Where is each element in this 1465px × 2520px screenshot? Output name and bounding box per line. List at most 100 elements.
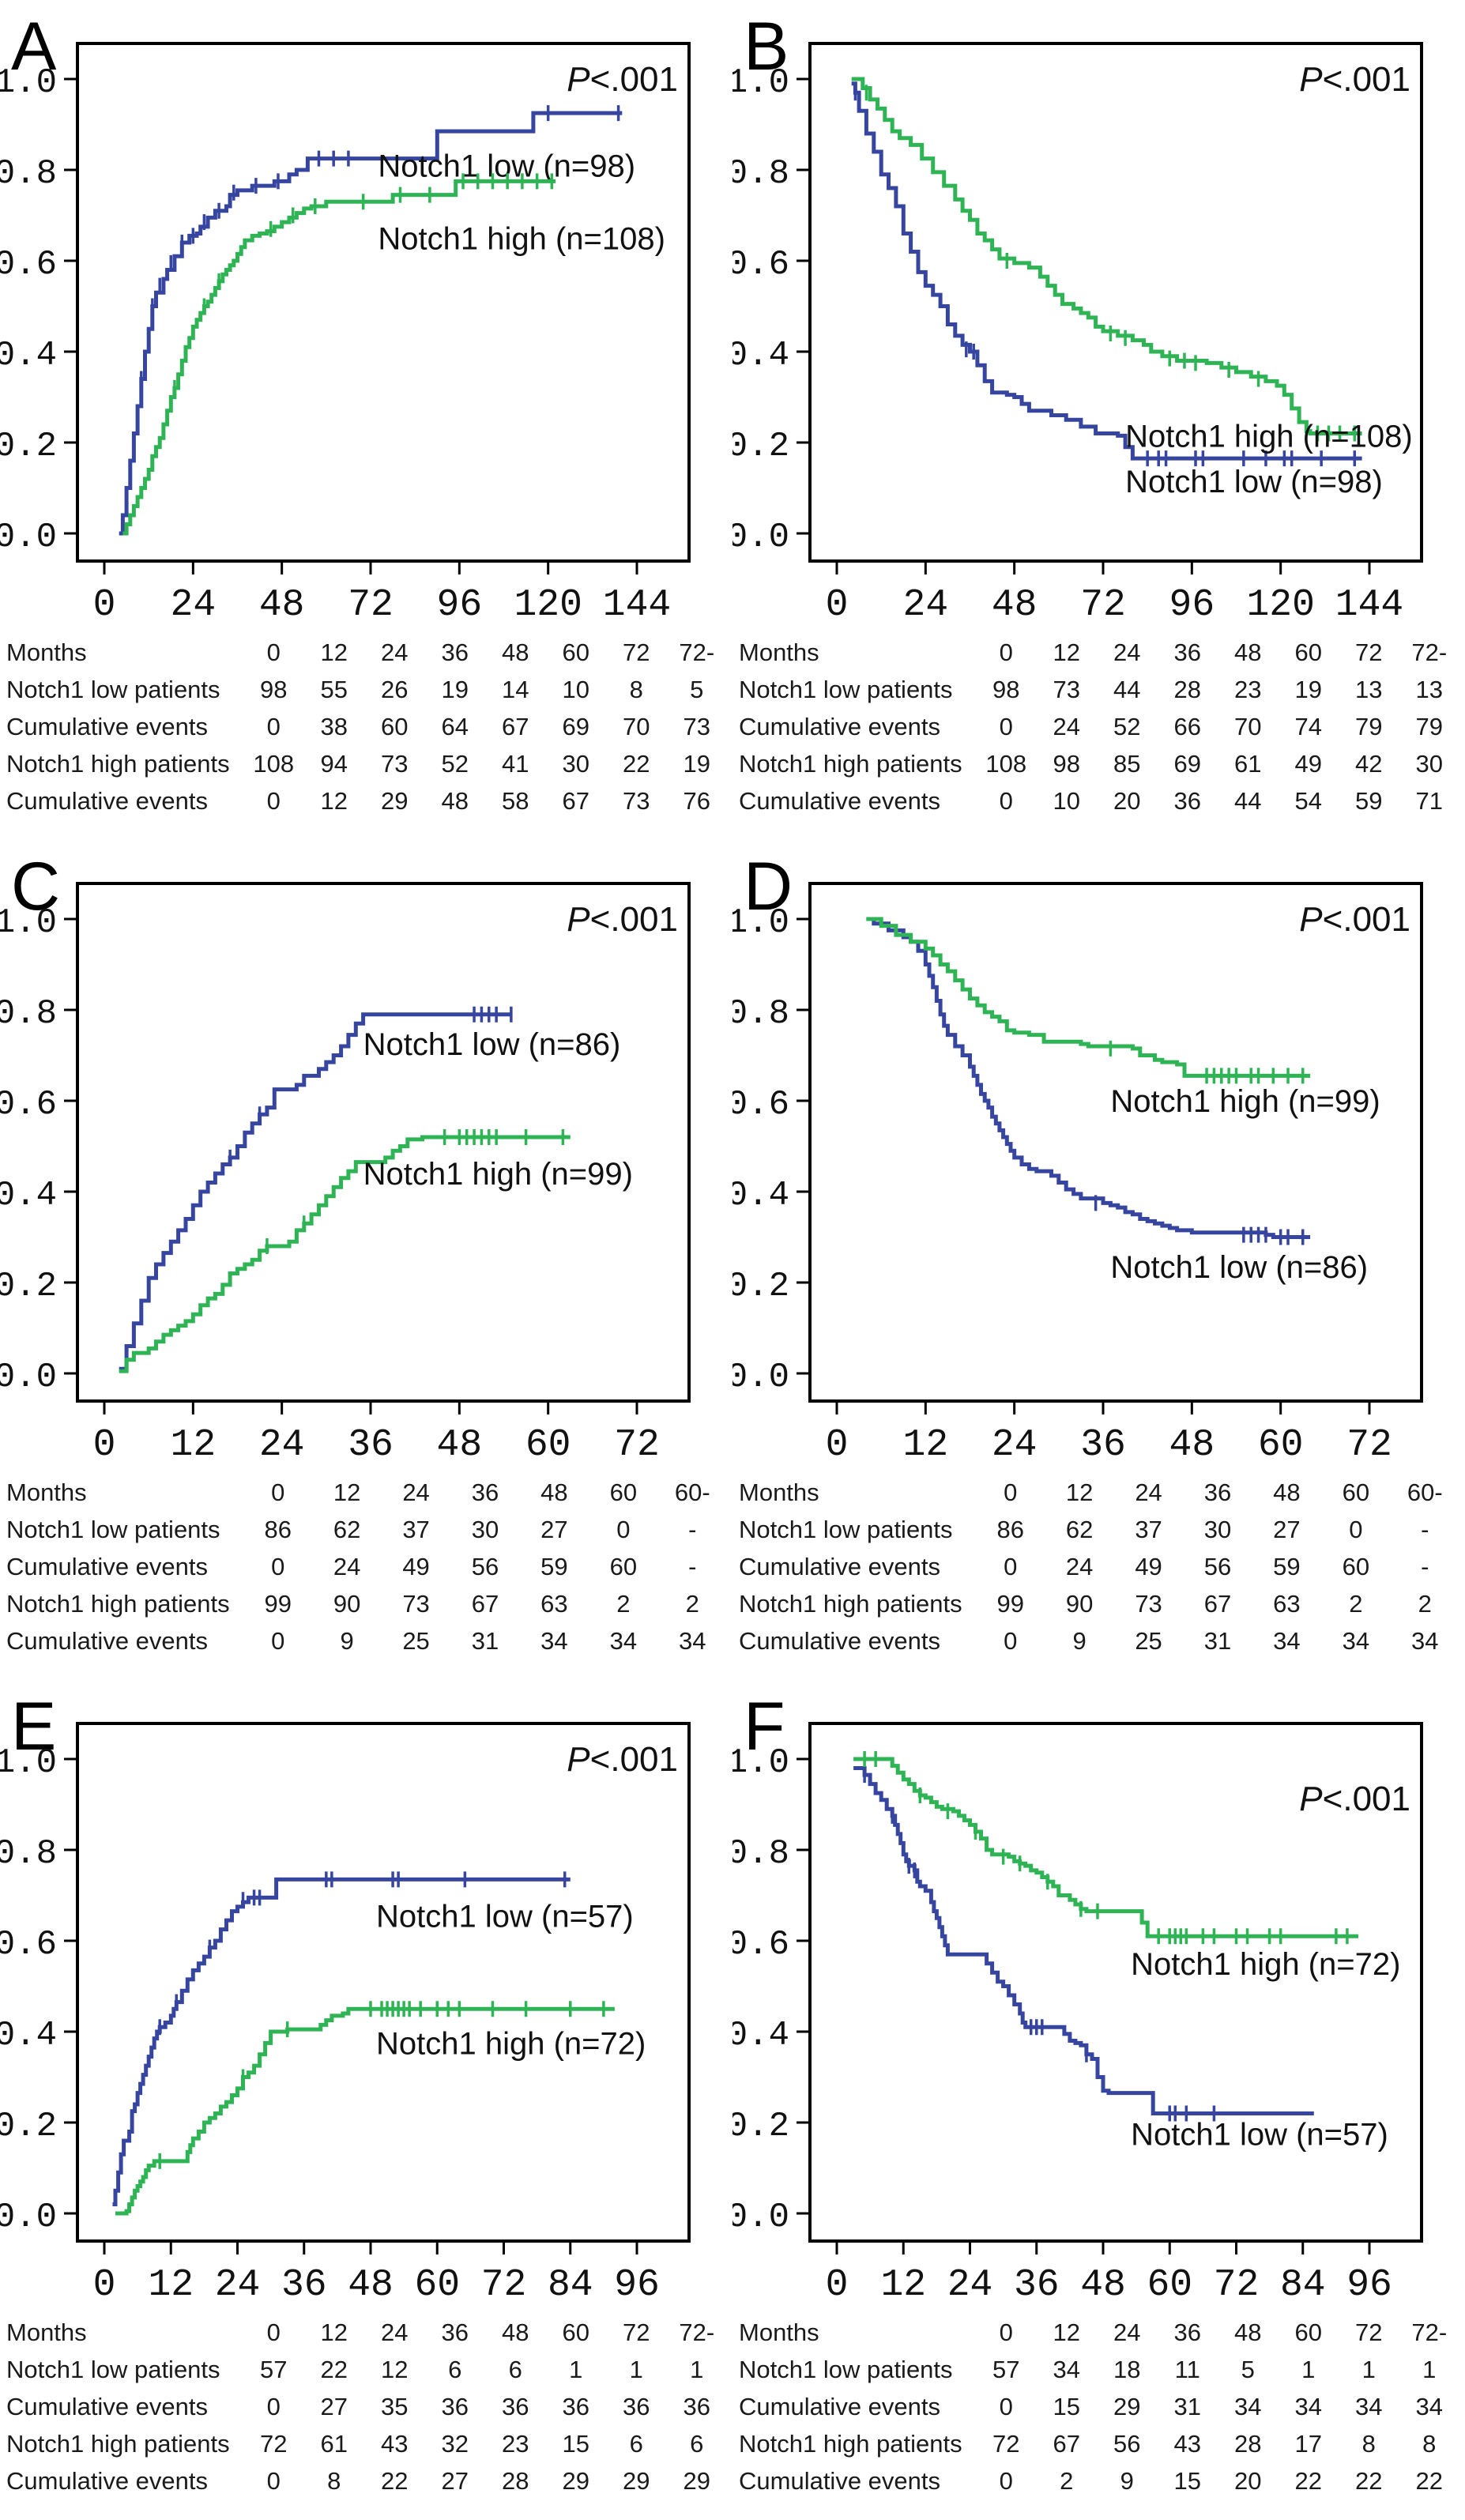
risk-table-cell: 49 — [402, 1552, 430, 1580]
risk-table-cell: 1 — [629, 2355, 643, 2383]
y-tick-label: 0.6 — [732, 1925, 789, 1964]
risk-table-cell: 59 — [540, 1552, 568, 1580]
risk-table-cell: 86 — [996, 1515, 1024, 1543]
risk-table-cell: 20 — [1113, 786, 1141, 815]
risk-table-cell: 0 — [999, 2392, 1013, 2420]
risk-table-cell: 57 — [992, 2355, 1020, 2383]
km-curve-low — [853, 1766, 1314, 2115]
risk-table-row: Months 0 12 24 36 48 60 72 72- — [6, 2314, 727, 2351]
y-tick-label: 0.2 — [732, 2107, 789, 2146]
risk-table-cell: 72 — [992, 2429, 1020, 2458]
risk-table-row: Months 0 12 24 36 48 60 72 72- — [6, 634, 727, 671]
km-curve-high — [119, 1135, 571, 1373]
risk-table-cell: 28 — [1173, 675, 1201, 703]
risk-table-row: Cumulative events 0 24 49 56 59 60 - — [739, 1548, 1459, 1585]
risk-table-cell: 55 — [320, 675, 348, 703]
risk-table-row-label: Cumulative events — [739, 712, 941, 740]
risk-table-B: Months 0 12 24 36 48 60 72 72- Notch1 low patient… — [739, 634, 1459, 819]
x-tick-label: 12 — [880, 2264, 926, 2304]
km-curve-high — [122, 179, 555, 536]
risk-table-cell: 1 — [1301, 2355, 1316, 2383]
risk-table-cell: 24 — [1065, 1552, 1094, 1580]
risk-table-row: Months 0 12 24 36 48 60 60- — [739, 1474, 1459, 1511]
risk-table-cell: 63 — [540, 1589, 568, 1618]
risk-table-cell: 94 — [320, 749, 348, 778]
y-tick-label: 0.2 — [0, 2107, 57, 2146]
risk-table-cell: - — [688, 1552, 697, 1580]
p-value-suffix: <.001 — [590, 1740, 678, 1779]
risk-table-cell: 44 — [1234, 786, 1262, 815]
y-tick-label: 1.0 — [732, 63, 789, 103]
risk-table-cell: 34 — [609, 1626, 638, 1655]
x-tick-label: 48 — [1169, 1424, 1215, 1464]
legend-label-high: Notch1 high (n=72) — [376, 2026, 646, 2061]
risk-table-cell: 41 — [502, 749, 529, 778]
risk-table-cell: 74 — [1294, 712, 1322, 740]
y-tick-label: 1.0 — [0, 1743, 57, 1783]
x-tick-label: 96 — [437, 584, 483, 624]
risk-table-cell: 73 — [623, 786, 650, 815]
risk-table-row: Notch1 low patients 98 73 44 28 23 19 13 13 — [739, 671, 1459, 708]
risk-table-cell: 67 — [1053, 2429, 1080, 2458]
risk-table-cell: 56 — [1203, 1552, 1232, 1580]
p-value-prefix: P — [1299, 1780, 1323, 1818]
x-tick-label: 36 — [1080, 1424, 1126, 1464]
risk-table-wrap-F: Months 0 12 24 36 48 60 72 72- Notch1 low patient… — [732, 2304, 1465, 2520]
x-tick-label: 0 — [826, 584, 849, 624]
risk-table-cell: 19 — [441, 675, 469, 703]
risk-table-cell: 8 — [1361, 2429, 1376, 2458]
x-tick-label: 24 — [259, 1424, 305, 1464]
risk-table-cell: 48 — [540, 1478, 568, 1506]
risk-table-row: Notch1 low patients 86 62 37 30 27 0 - — [739, 1511, 1459, 1548]
risk-table-row-label: Months — [6, 638, 87, 666]
risk-table-wrap-C: Months 0 12 24 36 48 60 60- Notch1 low patients 8… — [0, 1464, 732, 1680]
risk-table-cell: 2 — [685, 1589, 699, 1618]
risk-table-cell: 67 — [562, 786, 589, 815]
risk-table-cell: 72- — [679, 638, 715, 666]
risk-table-cell: 99 — [264, 1589, 292, 1618]
risk-table-cell: 90 — [1065, 1589, 1094, 1618]
risk-table-cell: 6 — [508, 2355, 522, 2383]
risk-table-cell: 36 — [1173, 786, 1201, 815]
risk-table-cell: 10 — [1053, 786, 1080, 815]
risk-table-cell: 72 — [623, 638, 650, 666]
risk-table-cell: 60 — [562, 2318, 589, 2346]
risk-table-row: Notch1 high patients 108 94 73 52 41 30 22 19 — [6, 745, 727, 782]
risk-table-row-label: Notch1 high patients — [6, 2429, 230, 2458]
y-tick-label: 0.2 — [0, 1267, 57, 1306]
risk-table-cell: 5 — [690, 675, 704, 703]
risk-table-row-label: Cumulative events — [6, 2466, 209, 2495]
risk-table-row-label: Cumulative events — [739, 1626, 941, 1655]
risk-table-cell: 1 — [1361, 2355, 1376, 2383]
legend-label-high: Notch1 high (n=99) — [1110, 1084, 1380, 1119]
x-tick-label: 12 — [171, 1424, 217, 1464]
risk-table-cell: 28 — [502, 2466, 529, 2495]
risk-table-row-label: Cumulative events — [739, 2392, 941, 2420]
risk-table-cell: 60- — [674, 1478, 710, 1506]
risk-table-row-label: Months — [6, 2318, 87, 2346]
p-value-label: P<.001 — [1299, 1780, 1410, 1818]
x-tick-label: 144 — [1335, 584, 1403, 624]
risk-table-cell: 22 — [320, 2355, 348, 2383]
risk-table-cell: 56 — [471, 1552, 499, 1580]
legend-label-high: Notch1 high (n=99) — [363, 1157, 633, 1192]
risk-table-cell: 48 — [1234, 2318, 1262, 2346]
risk-table-row: Notch1 high patients 99 90 73 67 63 2 2 — [6, 1585, 727, 1622]
p-value-suffix: <.001 — [1323, 60, 1410, 99]
risk-table-cell: 25 — [402, 1626, 430, 1655]
risk-table-row: Cumulative events 0 27 35 36 36 36 36 36 — [6, 2388, 727, 2425]
risk-table-cell: 108 — [253, 749, 295, 778]
risk-table-cell: 49 — [1135, 1552, 1162, 1580]
y-tick-label: 0.0 — [0, 518, 57, 557]
risk-table-cell: - — [1421, 1552, 1429, 1580]
risk-table-row-label: Notch1 low patients — [6, 1515, 220, 1543]
risk-table-cell: 1 — [1422, 2355, 1437, 2383]
risk-table-cell: 67 — [502, 712, 529, 740]
risk-table-cell: 98 — [1053, 749, 1080, 778]
risk-table-cell: 8 — [327, 2466, 341, 2495]
risk-table-cell: 31 — [1203, 1626, 1232, 1655]
risk-table-cell: 15 — [562, 2429, 589, 2458]
risk-table-cell: 12 — [381, 2355, 409, 2383]
risk-table-cell: 6 — [448, 2355, 462, 2383]
risk-table-cell: 60 — [1342, 1552, 1370, 1580]
